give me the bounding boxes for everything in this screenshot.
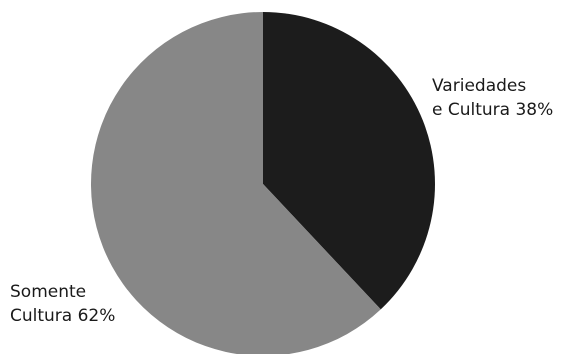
pie-slice-somente-cultura bbox=[90, 12, 381, 354]
pie-slice-variedades-e-cultura bbox=[263, 12, 435, 310]
slice-label-variedades-e-cultura-line-1: Variedades bbox=[432, 76, 526, 96]
slice-label-variedades-e-cultura-line-2: e Cultura 38% bbox=[432, 100, 553, 120]
pie-slices bbox=[90, 12, 435, 354]
slice-label-somente-cultura-line-1: Somente bbox=[10, 282, 86, 302]
slice-label-somente-cultura-line-2: Cultura 62% bbox=[10, 306, 115, 326]
slice-label-variedades-e-cultura: Variedades e Cultura 38% bbox=[432, 76, 553, 120]
slice-label-somente-cultura: Somente Cultura 62% bbox=[10, 282, 115, 326]
